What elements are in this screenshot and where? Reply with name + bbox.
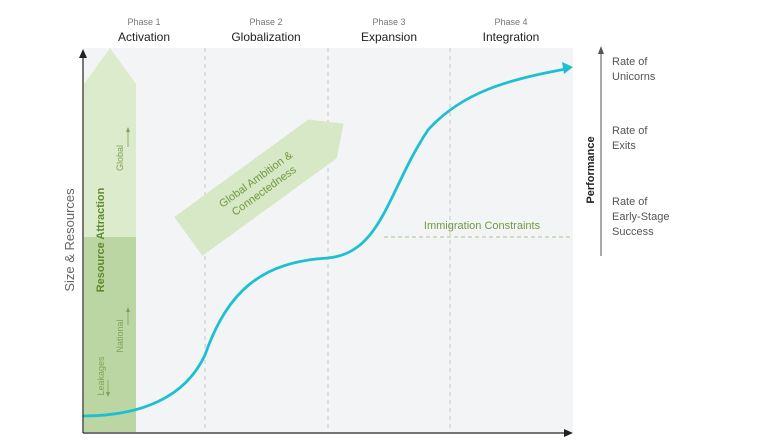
ambition-arrow-shape (174, 119, 344, 256)
growth-curve (82, 67, 567, 418)
phase-2-name: Globalization (231, 30, 300, 44)
performance-level-3-line2: Early-Stage (612, 211, 669, 223)
global-label: Global (115, 145, 125, 171)
performance-level-2-line1: Rate of (612, 125, 648, 137)
performance-axis-label: Performance (585, 136, 597, 203)
performance-level-3-line3: Success (612, 226, 654, 238)
global-arrowhead-icon (126, 127, 130, 132)
performance-level-3-line1: Rate of (612, 196, 648, 208)
phase-3-name: Expansion (361, 30, 417, 44)
performance-level-2-line2: Exits (612, 140, 636, 152)
phase-4-number: Phase 4 (494, 17, 527, 27)
phase-1-name: Activation (118, 30, 170, 44)
performance-level-1-line2: Unicorns (612, 71, 656, 83)
immigration-constraint-label: Immigration Constraints (424, 220, 541, 232)
phase-4-name: Integration (483, 30, 540, 44)
performance-axis-arrowhead-icon (598, 46, 604, 54)
leakages-arrowhead-icon (106, 392, 110, 397)
y-axis-arrowhead-icon (79, 49, 87, 58)
leakages-label: Leakages (96, 356, 106, 396)
resource-attraction-label: Resource Attraction (95, 187, 107, 292)
x-axis-arrowhead-icon (564, 429, 573, 437)
resource-arrow-lower (84, 237, 136, 432)
national-arrowhead-icon (126, 307, 130, 312)
growth-curve-arrowhead-icon (562, 62, 573, 74)
phase-2-number: Phase 2 (249, 17, 282, 27)
phase-3-number: Phase 3 (372, 17, 405, 27)
phase-1-number: Phase 1 (127, 17, 160, 27)
y-axis-label: Size & Resources (62, 188, 77, 292)
performance-level-1-line1: Rate of (612, 56, 648, 68)
national-label: National (115, 319, 125, 352)
